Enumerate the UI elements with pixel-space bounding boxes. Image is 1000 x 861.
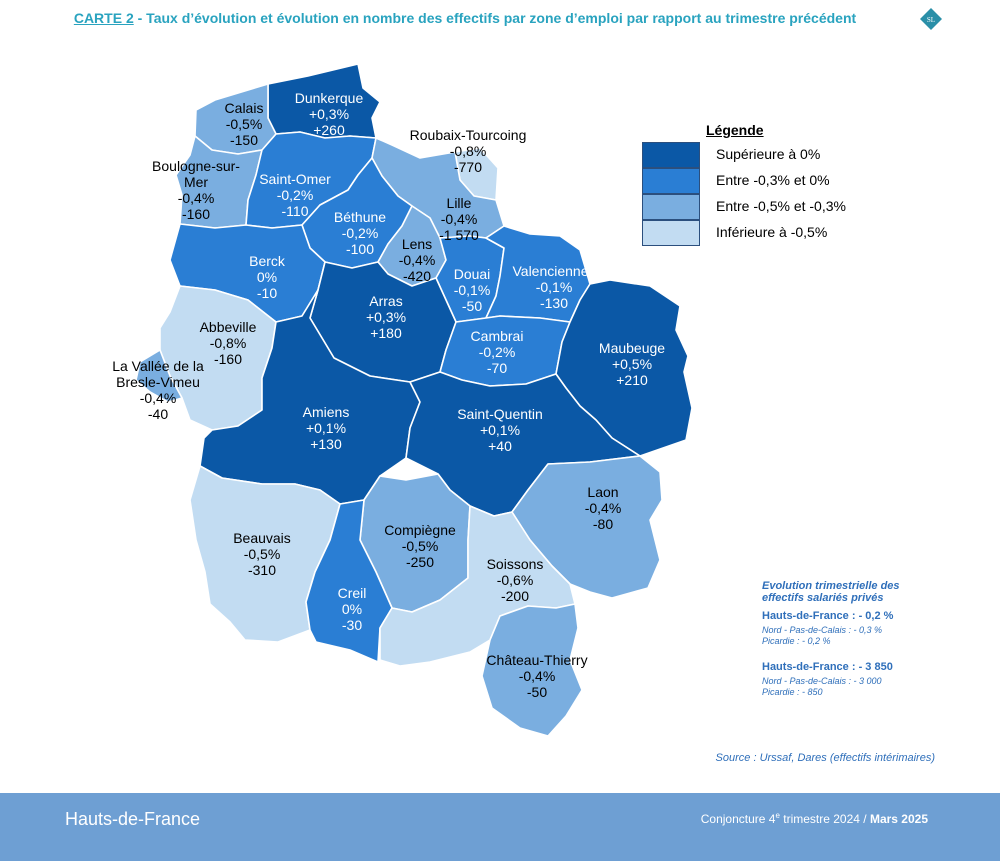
legend-title: Légende <box>706 122 764 138</box>
summary-hdf-count: Hauts-de-France : - 3 850 <box>762 661 893 673</box>
legend-swatch <box>642 220 700 246</box>
summary-npdc-rate: Nord - Pas-de-Calais : - 0,3 % <box>762 625 883 635</box>
summary-title-line2: effectifs salariés privés <box>762 592 884 604</box>
label-soissons: Soissons -0,6% -200 <box>486 556 544 604</box>
label-laon: Laon -0,4% -80 <box>584 484 622 532</box>
label-maubeuge: Maubeuge +0,5% +210 <box>598 340 666 388</box>
footer-conjoncture-sup: e <box>775 811 780 820</box>
legend-swatch <box>642 142 700 168</box>
label-boulogne-sur-mer: Boulogne-sur- Mer -0,4% -160 <box>152 158 240 222</box>
zone-vallee-bresle-vimeu <box>135 349 183 403</box>
legend-label: Entre -0,5% et -0,3% <box>716 198 846 214</box>
legend-swatch <box>642 168 700 194</box>
label-calais: Calais -0,5% -150 <box>224 100 264 148</box>
label-roubaix-tourcoing: Roubaix-Tourcoing -0,8% -770 <box>409 127 527 175</box>
label-saint-quentin: Saint-Quentin +0,1% +40 <box>457 406 543 454</box>
legend-label: Inférieure à -0,5% <box>716 224 828 240</box>
label-cambrai: Cambrai -0,2% -70 <box>470 328 524 376</box>
label-creil: Creil 0% -30 <box>337 585 367 633</box>
legend-label: Entre -0,3% et 0% <box>716 172 830 188</box>
zone-soissons <box>379 505 576 667</box>
footer-publication: Conjoncture 4e trimestre 2024 / Mars 202… <box>701 811 928 826</box>
label-saint-omer: Saint-Omer -0,2% -110 <box>259 171 331 219</box>
label-bethune: Béthune -0,2% -100 <box>333 209 387 257</box>
footer-date: Mars 2025 <box>869 812 928 826</box>
label-beauvais: Beauvais -0,5% -310 <box>233 530 291 578</box>
footer-region: Hauts-de-France <box>65 809 201 829</box>
footer-conjoncture-suffix: trimestre 2024 / <box>779 812 870 826</box>
label-abbeville: Abbeville -0,8% -160 <box>199 319 257 367</box>
zone-creil <box>305 499 393 663</box>
legend-swatch <box>642 194 700 220</box>
summary-npdc-count: Nord - Pas-de-Calais : - 3 000 <box>762 676 882 686</box>
summary-hdf-rate: Hauts-de-France : - 0,2 % <box>762 610 894 622</box>
label-arras: Arras +0,3% +180 <box>365 293 407 341</box>
label-lille: Lille -0,4% -1 570 <box>439 195 479 243</box>
map-title-text: - Taux d’évolution et évolution en nombr… <box>133 10 857 26</box>
label-valenciennes: Valenciennes -0,1% -130 <box>512 263 596 311</box>
summary-picardie-rate: Picardie : - 0,2 % <box>762 636 831 646</box>
summary-title-line1: Evolution trimestrielle des <box>762 580 900 592</box>
map-title: CARTE 2 - Taux d’évolution et évolution … <box>0 10 930 26</box>
badge-text: SL <box>927 16 935 24</box>
label-berck: Berck 0% -10 <box>249 253 285 301</box>
label-lens: Lens -0,4% -420 <box>398 236 436 284</box>
source-note: Source : Urssaf, Dares (effectifs intéri… <box>715 752 935 764</box>
footer-bar: Hauts-de-France Conjoncture 4e trimestre… <box>0 793 1000 861</box>
label-amiens: Amiens +0,1% +130 <box>302 404 350 452</box>
sl-badge-icon: SL <box>920 8 942 30</box>
region-map <box>135 63 693 737</box>
legend-label: Supérieure à 0% <box>716 146 821 162</box>
zone-chateau-thierry <box>481 603 583 737</box>
label-dunkerque: Dunkerque +0,3% +260 <box>294 90 364 138</box>
label-chateau-thierry: Château-Thierry -0,4% -50 <box>486 652 588 700</box>
label-douai: Douai -0,1% -50 <box>453 266 491 314</box>
label-vallee-bresle-vimeu: La Vallée de la Bresle-Vimeu -0,4% -40 <box>112 358 204 422</box>
summary-picardie-count: Picardie : - 850 <box>762 687 823 697</box>
map-number: CARTE 2 <box>73 10 134 26</box>
summary-box: Evolution trimestrielle des effectifs sa… <box>762 580 900 698</box>
label-compiegne: Compiègne -0,5% -250 <box>384 522 456 570</box>
footer-conjoncture-prefix: Conjoncture 4 <box>700 812 776 826</box>
